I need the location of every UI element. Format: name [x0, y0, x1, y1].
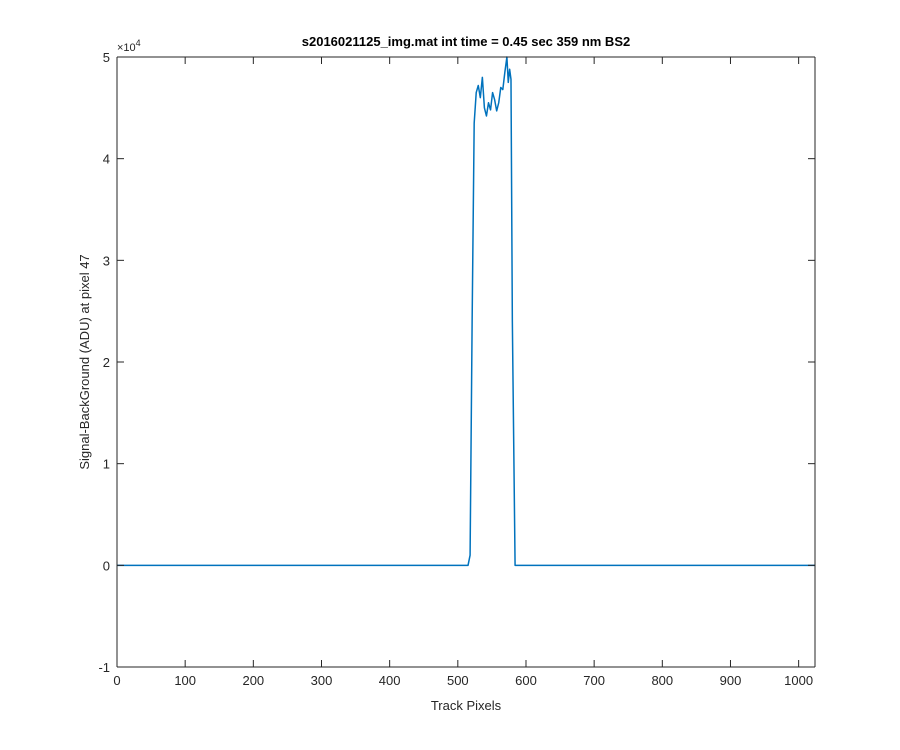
x-tick-label: 100: [174, 673, 196, 688]
y-tick-label: 5: [103, 50, 110, 65]
x-tick-label: 300: [311, 673, 333, 688]
y-exponent-label: ×104: [117, 38, 141, 54]
x-tick-label: 700: [583, 673, 605, 688]
y-tick-label: 3: [103, 253, 110, 268]
y-tick-label: 4: [103, 152, 110, 167]
y-tick-label: 0: [103, 558, 110, 573]
series-line-0: [117, 56, 815, 567]
x-tick-label: 1000: [784, 673, 813, 688]
x-tick-label: 900: [720, 673, 742, 688]
y-axis-label: Signal-BackGround (ADU) at pixel 47: [77, 254, 92, 469]
y-tick-label: 2: [103, 355, 110, 370]
y-exponent-power: 4: [136, 38, 141, 48]
x-axis-label: Track Pixels: [431, 698, 502, 713]
x-tick-label: 200: [242, 673, 264, 688]
chart-title: s2016021125_img.mat int time = 0.45 sec …: [302, 34, 630, 49]
y-tick-label: -1: [98, 660, 110, 675]
x-tick-label: 0: [113, 673, 120, 688]
x-tick-label: 800: [651, 673, 673, 688]
x-tick-label: 600: [515, 673, 537, 688]
y-tick-label: 1: [103, 457, 110, 472]
x-tick-label: 400: [379, 673, 401, 688]
y-exponent-base: ×10: [117, 42, 136, 54]
series-layer: [117, 56, 815, 567]
plot-area: [117, 57, 815, 667]
x-tick-label: 500: [447, 673, 469, 688]
